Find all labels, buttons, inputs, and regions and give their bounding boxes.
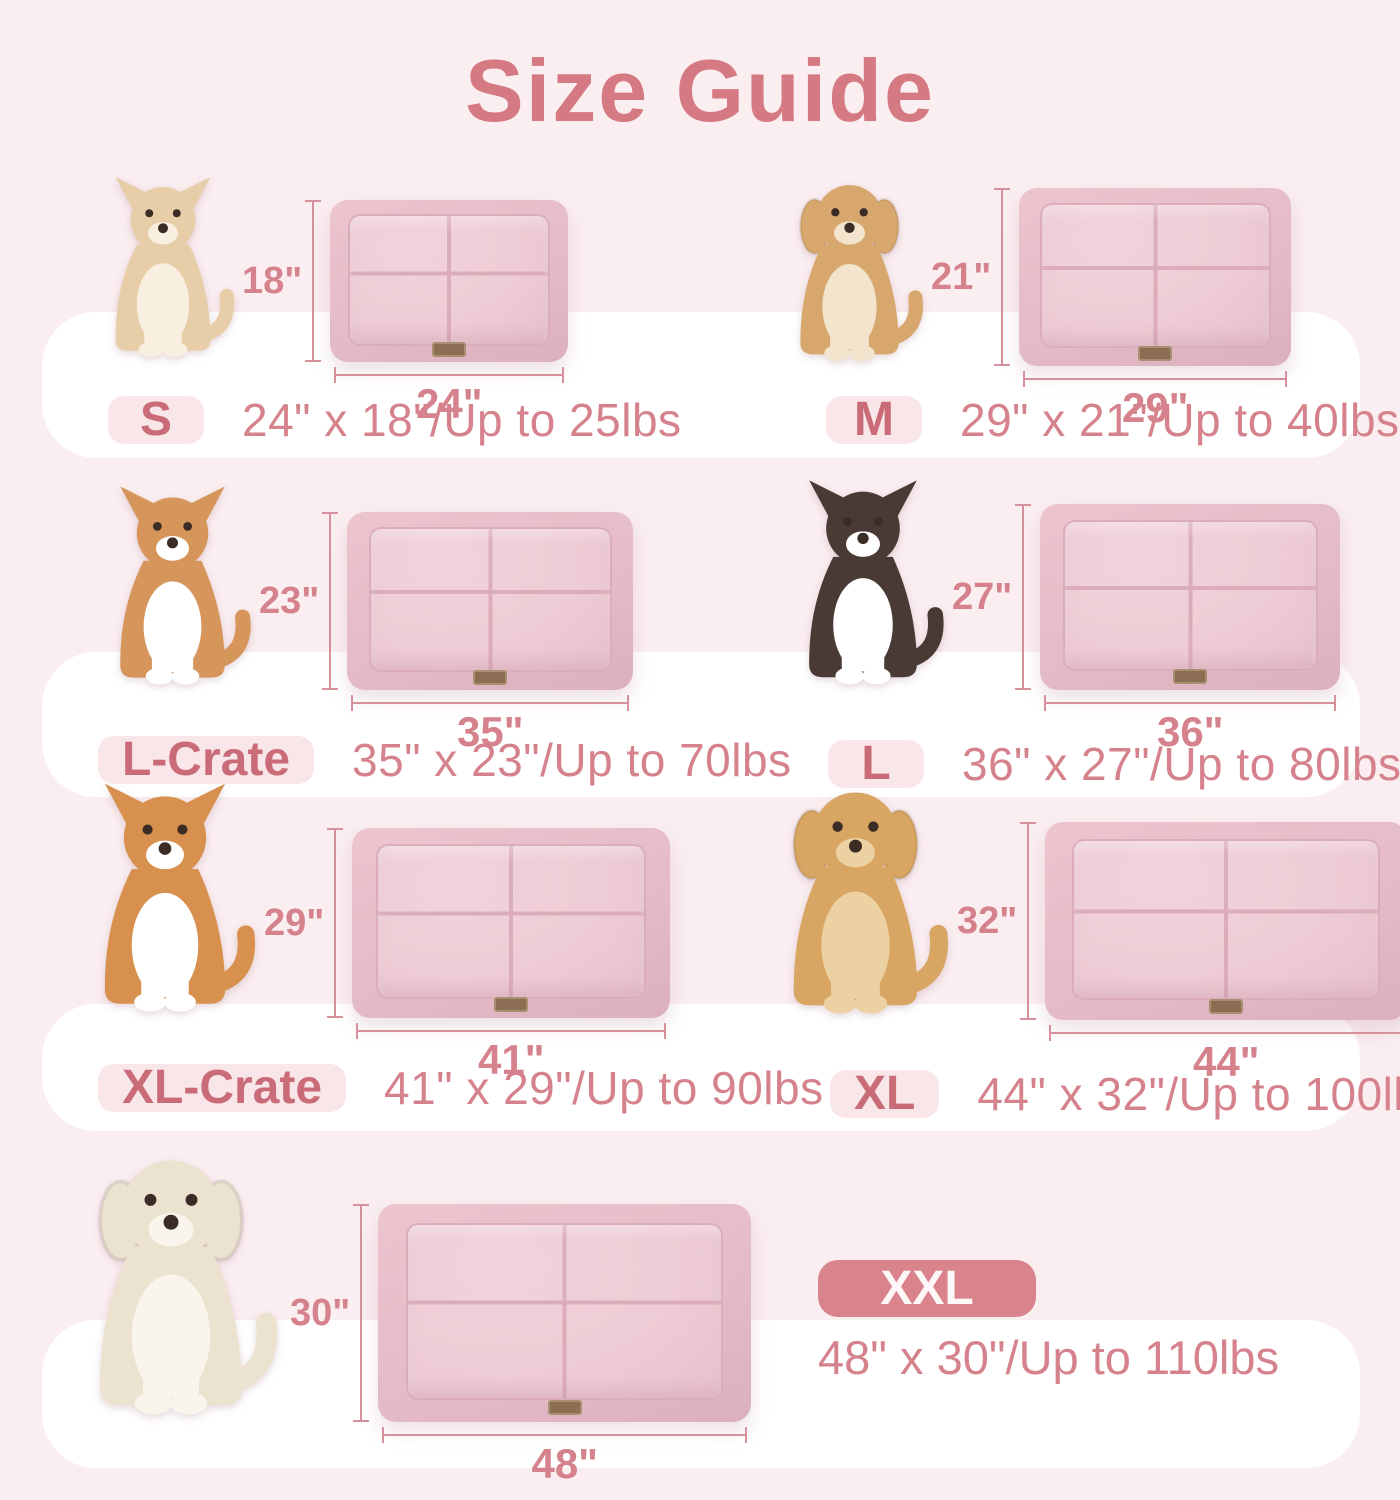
height-dimension: 23" — [259, 512, 339, 690]
height-dimension-label: 21" — [931, 255, 992, 298]
size-label-s: S 24" x 18"/Up to 25lbs — [108, 394, 682, 446]
mat-column: 44" — [1045, 822, 1400, 1085]
brand-tag — [547, 1400, 582, 1416]
width-dimension-line — [382, 1427, 748, 1443]
brand-tag — [1173, 669, 1208, 685]
size-label-m: M 29" x 21"/Up to 40lbs — [826, 394, 1400, 446]
height-dimension-line — [353, 1204, 370, 1422]
height-dimension: 32" — [957, 822, 1037, 1020]
width-dimension-line — [1023, 371, 1288, 387]
height-dimension-line — [1020, 822, 1037, 1020]
size-spec: 24" x 18"/Up to 25lbs — [242, 394, 682, 446]
width-dimension-label: 44" — [1192, 1038, 1260, 1085]
brand-tag — [1209, 999, 1244, 1015]
height-dimension-label: 29" — [264, 901, 325, 944]
size-label-xl: XL 44" x 32"/Up to 100lbs — [830, 1068, 1400, 1120]
height-dimension-line — [305, 200, 322, 362]
size-badge: M — [826, 396, 922, 444]
size-spec: 36" x 27"/Up to 80lbs — [962, 738, 1400, 790]
size-badge: XL — [830, 1070, 940, 1118]
mat-column: 29" — [1019, 188, 1292, 431]
mat-column: 36" — [1040, 504, 1341, 755]
size-spec: 29" x 21"/Up to 40lbs — [960, 394, 1400, 446]
size-cell-l-crate: 23" 35" — [90, 475, 634, 755]
width-dimension: 29" — [1023, 371, 1288, 432]
brand-tag — [1138, 345, 1173, 361]
height-dimension-line — [994, 188, 1011, 366]
height-dimension-label: 27" — [952, 575, 1013, 618]
width-dimension: 44" — [1049, 1025, 1400, 1086]
height-dimension-label: 18" — [242, 259, 303, 302]
size-cell-xl-crate: 29" 41" — [70, 778, 671, 1083]
mat-image — [347, 512, 634, 690]
size-spec-xxl: 48" x 30"/Up to 110lbs — [818, 1331, 1280, 1384]
size-label-l-crate: L-Crate 35" x 23"/Up to 70lbs — [98, 734, 792, 786]
height-dimension: 27" — [952, 504, 1032, 690]
width-dimension: 35" — [351, 695, 630, 756]
mat-image — [330, 200, 569, 362]
width-dimension: 41" — [356, 1023, 667, 1084]
dog-image-border-collie — [778, 470, 948, 690]
dog-image-corgi — [90, 475, 255, 690]
height-dimension-label: 32" — [957, 899, 1018, 942]
size-badge: S — [108, 396, 204, 444]
width-dimension-line — [351, 695, 630, 711]
dog-image-chihuahua — [88, 157, 238, 362]
width-dimension: 36" — [1044, 695, 1337, 756]
mat-column: 24" — [330, 200, 569, 427]
size-label-xl-crate: XL-Crate 41" x 29"/Up to 90lbs — [98, 1062, 824, 1114]
size-cell-s: 18" 24" — [88, 157, 569, 427]
size-badge: XL-Crate — [98, 1064, 347, 1112]
height-dimension: 18" — [242, 200, 322, 362]
mat-image — [1019, 188, 1292, 366]
height-dimension-line — [1015, 504, 1032, 690]
size-cell-l: 27" 36" — [778, 470, 1341, 755]
height-dimension: 29" — [264, 828, 344, 1018]
page-title: Size Guide — [465, 41, 935, 140]
width-dimension-line — [1044, 695, 1337, 711]
width-dimension-label: 48" — [531, 1440, 599, 1487]
width-dimension-label: 36" — [1156, 708, 1224, 755]
height-dimension: 21" — [931, 188, 1011, 366]
height-dimension-line — [322, 512, 339, 690]
size-cell-xl: 32" 44" — [758, 775, 1400, 1085]
brand-tag — [432, 342, 467, 358]
width-dimension-line — [356, 1023, 667, 1039]
dog-image-shiba-inu — [70, 778, 260, 1018]
height-dimension-label: 30" — [290, 1291, 351, 1334]
width-dimension-label: 29" — [1121, 384, 1189, 431]
size-cell-xxl: 30" 48" — [56, 1142, 752, 1487]
height-dimension-label: 23" — [259, 579, 320, 622]
mat-image — [378, 1204, 752, 1422]
width-dimension-label: 24" — [415, 380, 483, 427]
size-badge-xxl: XXL — [818, 1260, 1036, 1317]
size-spec: 44" x 32"/Up to 100lbs — [977, 1068, 1400, 1120]
mat-image — [1045, 822, 1400, 1020]
width-dimension-label: 41" — [477, 1036, 545, 1083]
brand-tag — [494, 997, 529, 1013]
height-dimension-line — [327, 828, 344, 1018]
size-spec: 35" x 23"/Up to 70lbs — [352, 734, 792, 786]
mat-column: 35" — [347, 512, 634, 755]
size-badge: L-Crate — [98, 736, 315, 784]
mat-image — [1040, 504, 1341, 690]
mat-column: 48" — [378, 1204, 752, 1487]
width-dimension-line — [1049, 1025, 1400, 1041]
mat-column: 41" — [352, 828, 671, 1083]
size-badge: L — [828, 740, 924, 788]
width-dimension: 48" — [382, 1427, 748, 1488]
dog-image-white-labrador — [56, 1142, 286, 1422]
dog-image-golden-retriever — [758, 775, 953, 1020]
width-dimension-label: 35" — [456, 708, 524, 755]
brand-tag — [473, 669, 508, 685]
height-dimension: 30" — [290, 1204, 370, 1422]
size-label-l: L 36" x 27"/Up to 80lbs — [828, 738, 1400, 790]
width-dimension-line — [334, 367, 565, 383]
dog-image-havanese-puppy — [772, 156, 927, 366]
size-cell-m: 21" 29" — [772, 156, 1292, 431]
size-spec: 41" x 29"/Up to 90lbs — [384, 1062, 824, 1114]
mat-image — [352, 828, 671, 1018]
width-dimension: 24" — [334, 367, 565, 428]
